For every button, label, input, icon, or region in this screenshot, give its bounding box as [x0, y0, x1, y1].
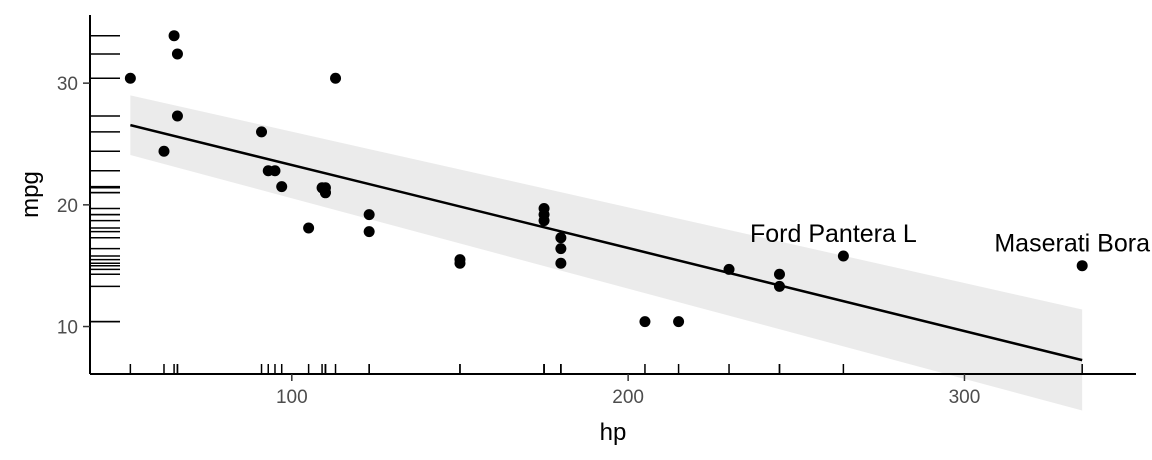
x-tick-label: 200: [612, 387, 644, 408]
points-layer: [124, 30, 1088, 328]
y-axis-title: mpg: [17, 171, 44, 218]
data-point: [171, 48, 183, 60]
x-axis-title: hp: [600, 419, 627, 446]
y-tick-label: 10: [57, 318, 78, 339]
fit-line-layer: [130, 123, 1083, 362]
point-annotation: Maserati Bora: [994, 230, 1150, 258]
data-point: [639, 316, 651, 328]
data-point: [256, 126, 268, 138]
x-tick-label: 100: [276, 387, 308, 408]
data-point: [555, 243, 567, 255]
data-point: [316, 182, 328, 194]
ticks-layer: 100 200 300 10 20 30: [57, 74, 980, 408]
data-point: [454, 257, 466, 269]
data-point: [269, 165, 281, 177]
data-point: [1076, 260, 1088, 272]
regression-line: [130, 123, 1083, 362]
data-point: [124, 72, 136, 84]
data-point: [555, 257, 567, 269]
data-point: [538, 202, 550, 214]
data-point: [773, 280, 785, 292]
confidence-band: [130, 95, 1083, 411]
data-point: [673, 316, 685, 328]
data-point: [171, 110, 183, 122]
data-point: [363, 209, 375, 221]
data-point: [303, 222, 315, 234]
y-tick-label: 30: [57, 74, 78, 95]
point-annotation: Ford Pantera L: [750, 220, 917, 248]
confidence-band-layer: [130, 95, 1083, 411]
data-point: [773, 268, 785, 280]
data-point: [837, 250, 849, 262]
rug-layer: [90, 34, 1083, 374]
axes-layer: [89, 15, 1136, 375]
data-point: [723, 263, 735, 275]
data-point: [363, 226, 375, 238]
y-tick-label: 20: [57, 196, 78, 217]
x-tick-label: 300: [949, 387, 981, 408]
annotations-layer: Ford Pantera L Maserati Bora: [750, 220, 1150, 258]
data-point: [168, 30, 180, 42]
data-point: [276, 181, 288, 193]
data-point: [555, 232, 567, 244]
data-point: [330, 72, 342, 84]
data-point: [158, 145, 170, 157]
